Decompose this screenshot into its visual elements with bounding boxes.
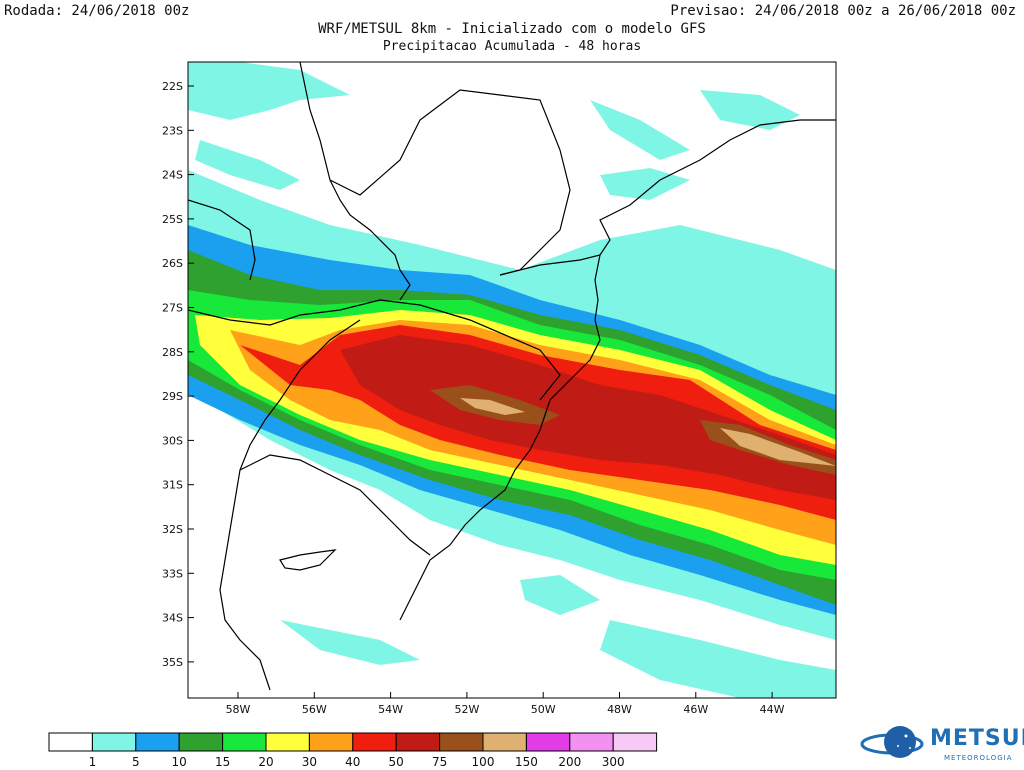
legend-swatch <box>482 732 527 752</box>
legend-label: 10 <box>171 755 187 769</box>
legend-label: 5 <box>131 755 140 769</box>
lon-tick-label: 44W <box>760 703 785 716</box>
legend-swatch <box>48 732 93 752</box>
legend-swatch <box>395 732 441 752</box>
metsul-logo <box>860 726 924 758</box>
lat-tick-label: 24S <box>162 169 183 182</box>
legend-swatch <box>612 732 658 752</box>
lat-tick-label: 25S <box>162 213 183 226</box>
legend-label: 1 <box>88 755 97 769</box>
lat-tick-label: 29S <box>162 390 183 403</box>
legend-swatch <box>308 732 354 752</box>
legend-label: 30 <box>301 755 318 769</box>
lat-tick-label: 31S <box>162 479 183 492</box>
logo-text: METSUL <box>930 726 1024 751</box>
lat-tick-label: 33S <box>162 567 183 580</box>
lat-tick-label: 23S <box>162 124 183 137</box>
legend-swatch <box>135 732 180 752</box>
lon-tick-label: 52W <box>454 703 479 716</box>
map-subtitle: Precipitacao Acumulada - 48 horas <box>382 39 642 54</box>
lon-tick-label: 46W <box>683 703 708 716</box>
legend-label: 50 <box>388 755 404 769</box>
lon-tick-label: 58W <box>226 703 251 716</box>
lat-tick-label: 32S <box>162 523 183 536</box>
legend-label: 15 <box>214 755 231 769</box>
lon-tick-label: 48W <box>607 703 632 716</box>
lat-tick-label: 26S <box>162 257 183 270</box>
lat-tick-label: 22S <box>162 80 183 93</box>
legend-swatch <box>222 732 267 752</box>
lat-tick-label: 34S <box>162 612 183 625</box>
lon-tick-label: 56W <box>302 703 327 716</box>
lon-tick-label: 54W <box>378 703 403 716</box>
lon-tick-label: 50W <box>531 703 556 716</box>
legend-label: 200 <box>558 755 582 769</box>
map-frame <box>187 61 837 699</box>
logo-subtext: METEOROLOGIA <box>944 754 1013 762</box>
legend-label: 150 <box>514 755 538 769</box>
precipitation-legend <box>48 732 658 752</box>
longitude-ticks: 58W 56W 54W 52W 50W 48W 46W 44W <box>226 692 785 716</box>
legend-label: 100 <box>471 755 495 769</box>
lat-tick-label: 35S <box>162 656 183 669</box>
legend-swatch <box>178 732 224 752</box>
legend-label: 20 <box>258 755 274 769</box>
lat-tick-label: 27S <box>162 302 183 315</box>
legend-label: 40 <box>345 755 361 769</box>
legend-swatch <box>525 732 571 752</box>
country-borders <box>188 62 836 691</box>
map-title: WRF/METSUL 8km - Inicializado com o mode… <box>318 21 706 37</box>
legend-label: 75 <box>431 755 448 769</box>
legend-label: 300 <box>601 755 625 769</box>
lat-tick-label: 28S <box>162 346 183 359</box>
run-date-label: Rodada: 24/06/2018 00z <box>4 3 190 19</box>
legend-swatch <box>265 732 310 752</box>
legend-swatch <box>91 732 137 752</box>
lat-tick-label: 30S <box>162 434 183 447</box>
legend-swatch <box>352 732 397 752</box>
legend-swatch <box>439 732 484 752</box>
precipitation-field <box>188 62 836 698</box>
legend-swatch <box>569 732 614 752</box>
latitude-ticks: 22S 23S 24S 25S 26S 27S 28S 29S 30S 31S 32S 33S 34S 3… <box>162 80 194 669</box>
forecast-period-label: Previsao: 24/06/2018 00z a 26/06/2018 00… <box>670 3 1016 19</box>
